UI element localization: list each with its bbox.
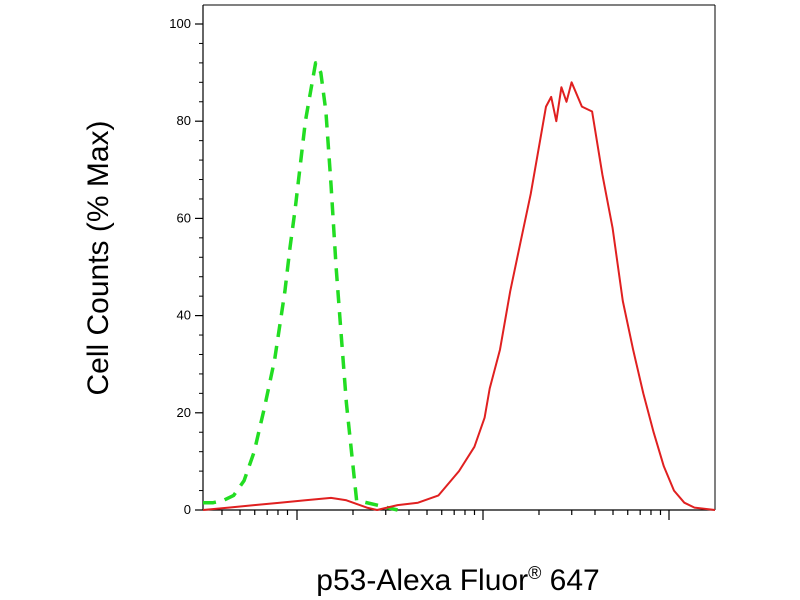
series-solid-line xyxy=(202,81,716,511)
series-dashed-line xyxy=(203,61,399,512)
plot-frame xyxy=(202,4,716,511)
y-tick-label: 60 xyxy=(177,210,191,225)
y-tick-label: 20 xyxy=(177,405,191,420)
y-axis-ticks: 0 20 40 60 80 100 xyxy=(169,16,203,517)
y-tick-label: 40 xyxy=(177,308,191,323)
x-axis-title-registered: ® xyxy=(528,563,541,583)
x-axis-ticks xyxy=(221,510,670,520)
y-axis-title: Cell Counts (% Max) xyxy=(82,120,115,395)
x-axis-title-suffix: 647 xyxy=(541,564,599,597)
y-tick-label: 0 xyxy=(184,502,191,517)
y-tick-label: 80 xyxy=(177,113,191,128)
series-layer xyxy=(202,61,716,512)
x-axis-title: p53-Alexa Fluor® 647 xyxy=(316,563,599,597)
y-tick-label: 100 xyxy=(169,16,191,31)
x-axis-title-main: p53-Alexa Fluor xyxy=(316,564,528,597)
